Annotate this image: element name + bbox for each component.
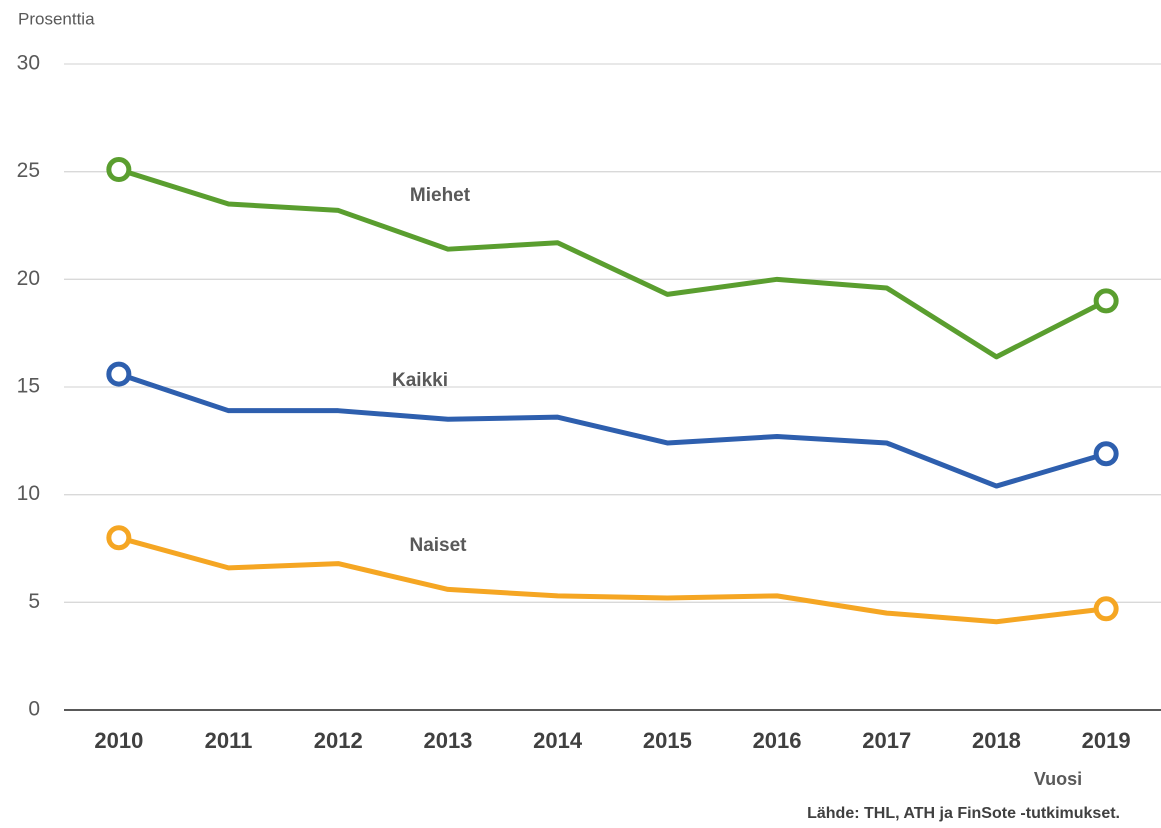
series-label: Naiset <box>409 535 467 556</box>
end-marker <box>106 525 132 551</box>
y-tick-label: 25 <box>17 159 40 182</box>
series-line <box>118 535 1107 625</box>
x-axis-label: Vuosi <box>1034 769 1082 789</box>
x-tick-label: 2018 <box>972 728 1021 753</box>
end-marker <box>106 157 132 183</box>
y-tick-label: 5 <box>28 590 40 613</box>
y-tick-label: 0 <box>28 698 40 721</box>
x-tick-label: 2016 <box>753 728 802 753</box>
x-tick-label: 2015 <box>643 728 692 753</box>
x-tick-label: 2011 <box>205 728 253 753</box>
x-tick-label: 2019 <box>1082 728 1131 753</box>
series-line <box>118 371 1107 489</box>
y-tick-label: 10 <box>17 482 40 505</box>
series-label: Kaikki <box>392 370 448 391</box>
end-marker <box>106 361 132 387</box>
x-tick-label: 2013 <box>423 728 472 753</box>
y-axis-label: Prosenttia <box>18 9 95 28</box>
x-tick-label: 2017 <box>862 728 911 753</box>
series-label: Miehet <box>410 185 471 206</box>
y-tick-label: 20 <box>17 267 40 290</box>
end-marker <box>1093 288 1119 314</box>
end-marker <box>1093 441 1119 467</box>
x-tick-label: 2010 <box>94 728 143 753</box>
y-tick-label: 15 <box>17 375 40 398</box>
source: Lähde: THL, ATH ja FinSote -tutkimukset. <box>807 805 1120 822</box>
series-line <box>118 167 1108 360</box>
end-marker <box>1093 596 1119 622</box>
x-tick-label: 2014 <box>533 728 583 753</box>
y-tick-label: 30 <box>17 52 40 75</box>
x-tick-label: 2012 <box>314 728 363 753</box>
